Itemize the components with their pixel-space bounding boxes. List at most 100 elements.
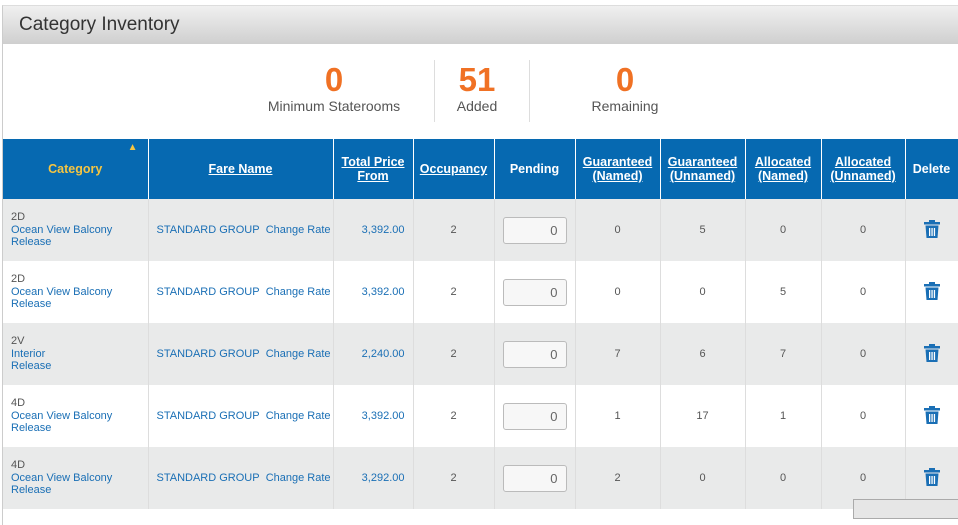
delete-cell — [905, 385, 958, 447]
column-header-total-price[interactable]: Total Price From — [333, 139, 414, 199]
guaranteed-unnamed-cell: 6 — [660, 323, 746, 385]
stat-label: Minimum Staterooms — [267, 98, 401, 114]
pending-cell — [494, 261, 576, 323]
trash-icon[interactable] — [923, 343, 940, 365]
change-rate-link[interactable]: Change Rate — [265, 224, 331, 236]
guaranteed-named-cell: 7 — [575, 323, 661, 385]
panel-header: Category Inventory — [3, 6, 958, 44]
column-header-delete: Delete — [905, 139, 958, 199]
table-row: 2V Interior Release STANDARD GROUP Change … — [3, 323, 958, 385]
category-code: 2D — [11, 211, 26, 224]
delete-cell — [905, 323, 958, 385]
change-rate-link[interactable]: Change Rate — [265, 348, 331, 360]
allocated-unnamed-cell: 0 — [821, 385, 906, 447]
sort-up-icon: ▲ — [127, 142, 138, 153]
category-status: Release — [11, 236, 52, 249]
allocated-named-cell: 7 — [745, 323, 822, 385]
guaranteed-unnamed-cell: 5 — [660, 199, 746, 261]
sort-link[interactable]: Occupancy — [419, 162, 488, 176]
pending-cell — [494, 447, 576, 509]
guaranteed-named-cell: 1 — [575, 385, 661, 447]
category-type: Interior — [11, 347, 46, 360]
fare-name: STANDARD GROUP — [156, 224, 260, 236]
allocated-named-cell: 1 — [745, 385, 822, 447]
price-cell: 3,292.00 — [333, 447, 414, 509]
sort-link[interactable]: Guaranteed (Named) — [582, 155, 653, 183]
pending-input[interactable] — [502, 340, 567, 368]
delete-cell — [905, 199, 958, 261]
allocated-unnamed-cell: 0 — [821, 323, 906, 385]
category-type: Ocean View Balcony — [11, 223, 113, 236]
pending-cell — [494, 385, 576, 447]
fare-name: STANDARD GROUP — [156, 472, 260, 484]
floating-panel-edge — [853, 499, 958, 519]
column-header-allocated-named[interactable]: Allocated (Named) — [745, 139, 822, 199]
pending-cell — [494, 323, 576, 385]
trash-icon[interactable] — [923, 405, 940, 427]
category-status: Release — [11, 298, 52, 311]
stat-minimum-staterooms: 0 Minimum Staterooms — [266, 61, 402, 115]
column-header-guaranteed-unnamed[interactable]: Guaranteed (Unnamed) — [660, 139, 746, 199]
stat-value: 0 — [324, 61, 344, 98]
delete-cell — [905, 261, 958, 323]
pending-input[interactable] — [502, 464, 567, 492]
sort-link[interactable]: Fare Name — [208, 162, 273, 176]
column-header-category[interactable]: ▲ Category — [3, 139, 149, 199]
inventory-table: ▲ Category Fare Name Total Price From Occ… — [3, 139, 958, 509]
column-header-guaranteed-named[interactable]: Guaranteed (Named) — [575, 139, 661, 199]
category-code: 2D — [11, 273, 26, 286]
change-rate-link[interactable]: Change Rate — [265, 410, 331, 422]
sort-link[interactable]: Allocated (Unnamed) — [830, 155, 896, 183]
divider — [434, 60, 435, 122]
delete-cell — [905, 447, 958, 509]
sort-link[interactable]: Guaranteed (Unnamed) — [667, 155, 738, 183]
pending-input[interactable] — [502, 216, 567, 244]
allocated-named-cell: 5 — [745, 261, 822, 323]
column-header-allocated-unnamed[interactable]: Allocated (Unnamed) — [821, 139, 906, 199]
fare-cell: STANDARD GROUP Change Rate — [148, 323, 334, 385]
category-status: Release — [11, 360, 52, 373]
table-header: ▲ Category Fare Name Total Price From Occ… — [3, 139, 958, 199]
sort-link[interactable]: Allocated (Named) — [754, 155, 812, 183]
table-row: 4D Ocean View Balcony Release STANDARD GRO… — [3, 447, 958, 509]
pending-input[interactable] — [502, 278, 567, 306]
stat-remaining: 0 Remaining — [580, 61, 670, 115]
column-header-occupancy[interactable]: Occupancy — [413, 139, 495, 199]
guaranteed-named-cell: 0 — [575, 261, 661, 323]
fare-cell: STANDARD GROUP Change Rate — [148, 199, 334, 261]
header-label: Category — [48, 162, 103, 176]
guaranteed-named-cell: 0 — [575, 199, 661, 261]
fare-cell: STANDARD GROUP Change Rate — [148, 385, 334, 447]
category-cell: 2D Ocean View Balcony Release — [3, 261, 149, 323]
table-row: 2D Ocean View Balcony Release STANDARD GRO… — [3, 199, 958, 261]
pending-input[interactable] — [502, 402, 567, 430]
category-code: 2V — [11, 335, 25, 348]
change-rate-link[interactable]: Change Rate — [265, 286, 331, 298]
change-rate-link[interactable]: Change Rate — [265, 472, 331, 484]
category-type: Ocean View Balcony — [11, 471, 113, 484]
allocated-named-cell: 0 — [745, 447, 822, 509]
category-type: Ocean View Balcony — [11, 285, 113, 298]
fare-name: STANDARD GROUP — [156, 286, 260, 298]
allocated-unnamed-cell: 0 — [821, 447, 906, 509]
category-type: Ocean View Balcony — [11, 409, 113, 422]
category-cell: 4D Ocean View Balcony Release — [3, 385, 149, 447]
category-code: 4D — [11, 459, 26, 472]
trash-icon[interactable] — [923, 219, 940, 241]
stat-value: 51 — [458, 61, 496, 98]
guaranteed-unnamed-cell: 17 — [660, 385, 746, 447]
trash-icon[interactable] — [923, 467, 940, 489]
column-header-fare-name[interactable]: Fare Name — [148, 139, 334, 199]
category-cell: 2D Ocean View Balcony Release — [3, 199, 149, 261]
stat-label: Added — [456, 98, 498, 114]
divider — [529, 60, 530, 122]
occupancy-cell: 2 — [413, 199, 495, 261]
fare-name: STANDARD GROUP — [156, 348, 260, 360]
stat-value: 0 — [615, 61, 635, 98]
stat-label: Remaining — [591, 98, 659, 114]
category-code: 4D — [11, 397, 26, 410]
sort-link[interactable]: Total Price From — [341, 155, 405, 183]
price-cell: 2,240.00 — [333, 323, 414, 385]
trash-icon[interactable] — [923, 281, 940, 303]
fare-name: STANDARD GROUP — [156, 410, 260, 422]
